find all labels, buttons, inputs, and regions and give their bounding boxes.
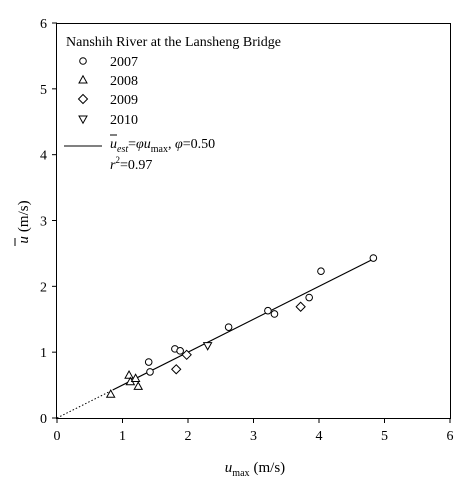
legend-marker [79, 57, 87, 65]
series-2009 [171, 301, 306, 375]
series-2008 [105, 369, 144, 398]
data-point [181, 349, 192, 361]
x-axis-title: umax (m/s) [225, 460, 285, 479]
data-point [224, 323, 233, 331]
y-axis-title: u (m/s) [14, 200, 32, 246]
r2-r: r [110, 158, 116, 173]
data-point [133, 381, 144, 390]
y-tick-label: 4 [40, 149, 47, 164]
data-point [130, 373, 141, 382]
data-point [144, 358, 153, 366]
series-2007 [144, 254, 378, 376]
legend-label: 2008 [110, 74, 138, 89]
x-tick-label: 0 [54, 429, 61, 444]
legend-fit-entry: uest=φumax, φ=0.50 r2=0.97 [64, 134, 215, 173]
eq-ubar: u [110, 137, 117, 152]
data-point [176, 347, 184, 355]
data-point [305, 293, 313, 302]
series-2010 [202, 342, 213, 351]
legend-fit-equation: uest=φumax, φ=0.50 [110, 137, 215, 155]
legend: Nanshih River at the Lansheng Bridge 200… [64, 35, 281, 173]
x-axis-ticks [56, 418, 451, 423]
data-point [264, 306, 272, 315]
legend-entry: 2008 [78, 74, 138, 89]
x-axis-sub: max [232, 468, 249, 479]
legend-r2: r2=0.97 [110, 155, 152, 173]
legend-label: 2010 [110, 113, 138, 128]
r2-sup: 2 [115, 155, 120, 165]
y-tick-label: 5 [40, 83, 47, 98]
y-tick-label: 1 [40, 346, 47, 361]
y-tick-label: 3 [40, 215, 47, 230]
y-axis-unit: (m/s) [16, 200, 32, 232]
x-axis-unit: (m/s) [254, 460, 286, 476]
x-tick-label: 6 [447, 429, 454, 444]
y-axis-tick-labels: 0 1 2 3 4 5 6 [40, 17, 47, 427]
legend-marker [77, 93, 89, 105]
x-tick-label: 5 [381, 429, 388, 444]
eq-comma: , [168, 137, 175, 152]
x-tick-label: 3 [250, 429, 257, 444]
chart-title: Nanshih River at the Lansheng Bridge [66, 35, 281, 50]
data-point [171, 364, 182, 375]
r2-value: =0.97 [120, 158, 152, 173]
x-tick-label: 2 [185, 429, 192, 444]
eq-max-sub: max [151, 144, 168, 155]
y-tick-label: 2 [40, 280, 47, 295]
eq-est-sub: est [117, 144, 128, 155]
x-axis-tick-labels: 0 1 2 3 4 5 6 [54, 429, 454, 444]
data-point [317, 267, 325, 275]
x-tick-label: 4 [316, 429, 323, 444]
data-point [270, 310, 279, 318]
legend-marker [78, 74, 88, 84]
legend-label: 2007 [110, 55, 138, 70]
legend-label: 2009 [110, 93, 138, 108]
legend-marker [78, 115, 88, 125]
eq-phi-value: =0.50 [183, 137, 215, 152]
y-tick-label: 0 [40, 412, 47, 427]
data-point [146, 368, 154, 376]
data-point [369, 254, 378, 262]
data-point [124, 369, 134, 379]
legend-entry: 2010 [78, 113, 138, 128]
x-tick-label: 1 [119, 429, 126, 444]
x-axis-var: u [225, 460, 233, 476]
y-axis-var: u [16, 236, 32, 244]
svg-text:u(m/s): u (m/s) [16, 200, 32, 243]
fit-line [56, 257, 375, 419]
eq-phi-2: φ [175, 137, 183, 152]
eq-phi: φ [136, 137, 144, 152]
y-tick-label: 6 [40, 17, 47, 32]
legend-entry: 2009 [77, 93, 138, 108]
data-point [202, 342, 213, 351]
eq-u: u [144, 137, 151, 152]
y-axis-ticks [52, 22, 57, 419]
legend-entries: 2007 2008 2009 2010 [77, 55, 138, 128]
fit-line-solid [112, 257, 375, 391]
data-point [105, 389, 116, 398]
data-point [295, 301, 306, 312]
data-markers [105, 254, 378, 398]
legend-entry: 2007 [79, 55, 138, 70]
eq-equals: = [128, 137, 136, 152]
fit-line-extension [56, 389, 113, 419]
